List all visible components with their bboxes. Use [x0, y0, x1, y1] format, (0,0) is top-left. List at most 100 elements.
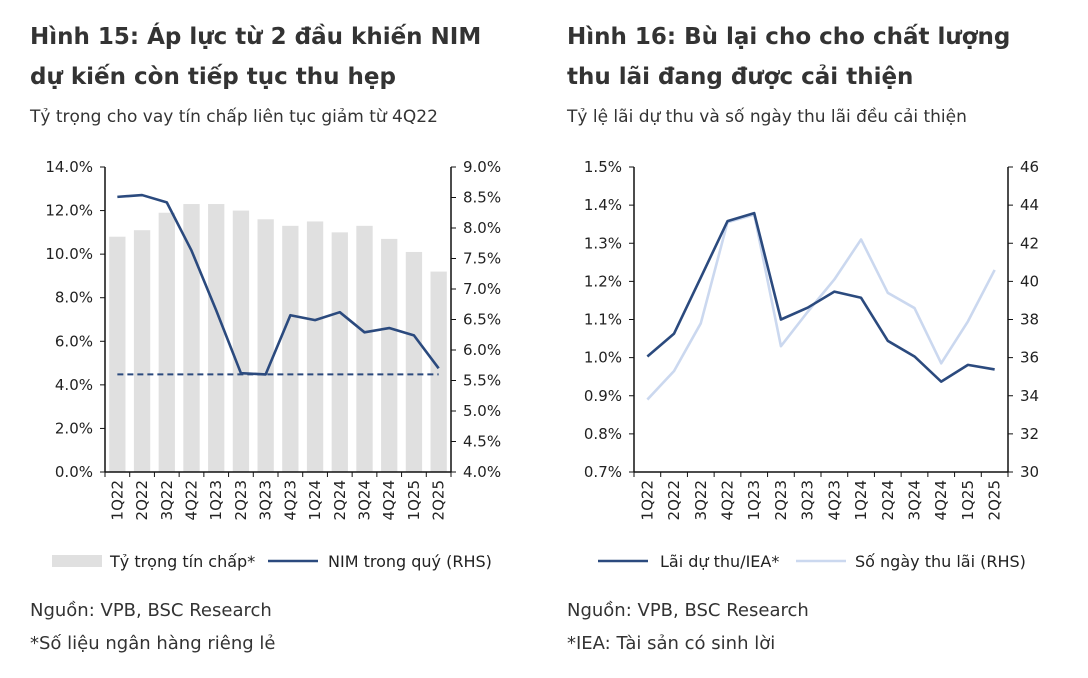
figure-title-line1: Hình 16: Bù lại cho cho chất lượng [567, 24, 1011, 50]
x-tick-label: 2Q22 [133, 480, 151, 520]
y2-tick-label: 7.5% [463, 250, 501, 268]
y-tick-label: 1.5% [584, 158, 622, 176]
y-tick-label: 1.3% [584, 234, 622, 252]
y-tick-label: 1.0% [584, 349, 622, 367]
y-tick-label: 0.0% [55, 463, 93, 481]
y-tick-label: 0.7% [584, 463, 622, 481]
x-tick-label: 2Q24 [331, 480, 349, 520]
series-line-rhs [646, 213, 996, 401]
x-tick-label: 2Q25 [430, 480, 448, 520]
x-tick-label: 1Q25 [405, 480, 423, 520]
x-tick-label: 3Q24 [356, 480, 374, 520]
legend-label: Số ngày thu lãi (RHS) [855, 552, 1026, 571]
bar-1Q24 [306, 221, 324, 472]
x-tick-label: 4Q23 [281, 480, 299, 520]
y2-tick-label: 42 [1020, 234, 1039, 252]
y2-tick-label: 5.0% [463, 402, 501, 420]
y2-tick-label: 8.5% [463, 189, 501, 207]
x-tick-label: 3Q22 [158, 480, 176, 520]
y2-tick-label: 38 [1020, 311, 1039, 329]
x-tick-label: 1Q25 [959, 480, 977, 520]
y2-tick-label: 6.5% [463, 311, 501, 329]
x-tick-label: 2Q24 [879, 480, 897, 520]
bar-4Q24 [381, 238, 398, 472]
footnote: *Số liệu ngân hàng riêng lẻ [30, 633, 276, 654]
y2-tick-label: 6.0% [463, 341, 501, 359]
y2-tick-label: 4.0% [463, 463, 501, 481]
legend-label: Tỷ trọng tín chấp* [109, 552, 255, 571]
bar-3Q22 [158, 212, 175, 472]
footnote: *IEA: Tài sản có sinh lời [567, 633, 776, 654]
x-tick-label: 2Q22 [665, 480, 683, 520]
source-text: Nguồn: VPB, BSC Research [30, 600, 272, 621]
y-tick-label: 6.0% [55, 332, 93, 350]
legend-swatch-bar [52, 555, 102, 567]
figure-title-line2: dự kiến còn tiếp tục thu hẹp [30, 64, 396, 90]
source-text: Nguồn: VPB, BSC Research [567, 600, 809, 621]
x-tick-label: 2Q25 [986, 480, 1004, 520]
y2-tick-label: 46 [1020, 158, 1039, 176]
bar-1Q25 [405, 251, 423, 472]
x-tick-label: 1Q22 [108, 480, 126, 520]
y-tick-label: 4.0% [55, 376, 93, 394]
y-tick-label: 8.0% [55, 289, 93, 307]
figure-16: Hình 16: Bù lại cho cho chất lượng thu l… [567, 0, 1087, 678]
x-tick-label: 4Q24 [932, 480, 950, 520]
y-tick-label: 10.0% [45, 245, 93, 263]
y2-tick-label: 36 [1020, 349, 1039, 367]
y2-tick-label: 34 [1020, 387, 1039, 405]
legend-label: NIM trong quý (RHS) [328, 552, 492, 571]
x-tick-label: 1Q24 [852, 480, 870, 520]
y-tick-label: 0.9% [584, 387, 622, 405]
y-tick-label: 14.0% [45, 158, 93, 176]
bar-2Q22 [133, 230, 151, 472]
legend-label: Lãi dự thu/IEA* [660, 552, 779, 571]
x-tick-label: 4Q23 [825, 480, 843, 520]
bar-1Q23 [208, 204, 225, 473]
figure-title-line2: thu lãi đang được cải thiện [567, 64, 914, 90]
bar-4Q22 [183, 204, 200, 473]
y2-tick-label: 4.5% [463, 433, 501, 451]
x-tick-label: 3Q24 [906, 480, 924, 520]
y-tick-label: 2.0% [55, 419, 93, 437]
y2-tick-label: 32 [1020, 425, 1039, 443]
x-tick-label: 4Q22 [719, 480, 737, 520]
x-tick-label: 1Q22 [638, 480, 656, 520]
y-tick-label: 1.2% [584, 272, 622, 290]
x-tick-label: 4Q22 [183, 480, 201, 520]
series-line-rhs [117, 193, 440, 376]
x-tick-label: 1Q23 [207, 480, 225, 520]
x-tick-label: 2Q23 [772, 480, 790, 520]
x-tick-label: 4Q24 [380, 480, 398, 520]
y2-tick-label: 7.0% [463, 280, 501, 298]
figure-subtitle: Tỷ trọng cho vay tín chấp liên tục giảm … [30, 107, 438, 127]
bar-3Q24 [356, 225, 373, 472]
figure-subtitle: Tỷ lệ lãi dự thu và số ngày thu lãi đều … [567, 107, 967, 127]
bar-3Q23 [257, 219, 274, 472]
bar-2Q23 [232, 210, 250, 473]
x-tick-label: 1Q24 [306, 480, 324, 520]
y2-tick-label: 5.5% [463, 372, 501, 390]
y-tick-label: 1.4% [584, 196, 622, 214]
bar-4Q23 [282, 225, 299, 472]
x-tick-label: 3Q23 [799, 480, 817, 520]
bar-2Q24 [331, 232, 348, 472]
y-tick-label: 0.8% [584, 425, 622, 443]
figure-title-line1: Hình 15: Áp lực từ 2 đầu khiến NIM [30, 24, 482, 50]
bar-1Q22 [109, 236, 126, 472]
y2-tick-label: 44 [1020, 196, 1039, 214]
y2-tick-label: 30 [1020, 463, 1039, 481]
x-tick-label: 2Q23 [232, 480, 250, 520]
x-tick-label: 3Q22 [692, 480, 710, 520]
x-tick-label: 3Q23 [257, 480, 275, 520]
series-line-lhs [646, 211, 995, 383]
y2-tick-label: 8.0% [463, 219, 501, 237]
bar-2Q25 [430, 271, 447, 472]
y2-tick-label: 40 [1020, 272, 1039, 290]
figure-15: Hình 15: Áp lực từ 2 đầu khiến NIM dự ki… [0, 0, 520, 678]
y-tick-label: 1.1% [584, 311, 622, 329]
x-tick-label: 1Q23 [745, 480, 763, 520]
y-tick-label: 12.0% [45, 202, 93, 220]
